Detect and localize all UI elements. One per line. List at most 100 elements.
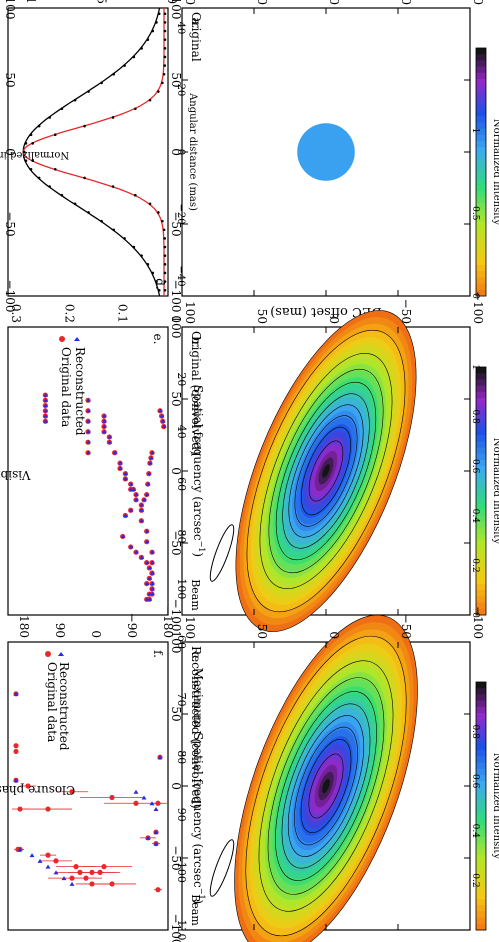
phase-original-point <box>133 800 139 806</box>
phase-original-point <box>155 887 161 893</box>
vis-reconstructed-point <box>118 466 123 470</box>
d-x-tick-top: −50 <box>3 211 17 236</box>
vis-reconstructed-point <box>123 471 129 476</box>
colorbar-cell <box>476 571 486 579</box>
ra-tick-label: 50 <box>169 391 183 406</box>
profile-point <box>163 245 167 249</box>
phase-original-point <box>45 806 51 812</box>
profile-point <box>37 124 41 128</box>
colorbar-cell <box>476 608 486 616</box>
vis-reconstructed-point <box>118 461 123 465</box>
phase-original-point <box>13 748 19 755</box>
colorbar-tick: 0.2 <box>470 558 480 572</box>
profile-point <box>22 150 26 154</box>
vis-reconstructed-point <box>144 581 150 586</box>
colorbar-tick: 0.6 <box>470 459 480 474</box>
colorbar-cell <box>476 768 486 776</box>
colorbar-cell <box>476 565 486 573</box>
profile-point <box>132 245 136 249</box>
dec-tick-label: 100 <box>183 616 197 639</box>
colorbar-cell <box>476 258 486 266</box>
profile-point <box>162 228 166 232</box>
vis-reconstructed-point <box>107 440 113 444</box>
contour-line <box>301 426 351 516</box>
phase-reconstructed-point <box>153 830 159 835</box>
panel-letter: d. <box>153 278 167 290</box>
panel-d: 10.50100500−50−10040200−20−40Normalized … <box>0 0 198 312</box>
contour-line <box>300 739 352 833</box>
colorbar-cell <box>476 184 486 192</box>
panel-title: Reconstructed (convolved) <box>189 646 203 809</box>
f-x-label-end: ) <box>191 900 205 905</box>
colorbar-cell <box>476 917 486 925</box>
f-x-tick: 110 <box>175 920 188 941</box>
phase-original-point <box>97 869 103 876</box>
vis-reconstructed-point <box>150 581 155 586</box>
profile-point <box>157 12 161 16</box>
colorbar-cell <box>476 781 486 788</box>
dec-tick-label: −50 <box>399 299 413 324</box>
contour-line <box>268 368 384 574</box>
profile-point <box>163 280 167 283</box>
profile-point <box>163 38 167 41</box>
colorbar-cell <box>476 116 486 123</box>
ra-tick-label: 0 <box>169 782 183 790</box>
profile-point <box>60 107 64 111</box>
colorbar-cell <box>476 460 486 467</box>
profile-point <box>146 38 150 41</box>
phase-original-point <box>109 794 115 801</box>
colorbar-cell <box>476 750 486 757</box>
colorbar-tick: 0 <box>470 612 480 618</box>
contour-line <box>235 310 417 632</box>
ra-tick-label: 50 <box>169 706 183 721</box>
vis-reconstructed-point <box>102 414 107 418</box>
colorbar-cell <box>476 165 486 173</box>
colorbar-cell <box>476 203 486 210</box>
colorbar-cell <box>476 234 486 241</box>
phase-original-point <box>109 881 115 887</box>
vis-reconstructed-point <box>158 408 163 413</box>
vis-reconstructed-point <box>43 403 49 408</box>
d-y-tick: 0 <box>165 0 179 4</box>
panel-title: Original <box>189 12 203 62</box>
phase-original-point <box>25 783 31 789</box>
profile-point <box>148 202 152 206</box>
colorbar-cell <box>476 515 486 523</box>
profile-point <box>73 98 77 102</box>
contour-line <box>288 404 364 538</box>
colorbar-cell <box>476 246 486 254</box>
dec-tick-label: −100 <box>471 291 485 324</box>
colorbar-cell <box>476 190 486 198</box>
vis-reconstructed-point <box>150 560 155 565</box>
colorbar-cell <box>476 472 486 480</box>
d-x-tick-bottom: −40 <box>175 265 186 286</box>
phase-reconstructed-point <box>149 801 155 806</box>
vis-reconstructed-point <box>150 571 155 575</box>
colorbar-cell <box>476 215 486 223</box>
colorbar-cell <box>476 509 486 517</box>
colorbar-cell <box>476 159 486 167</box>
colorbar-cell <box>476 79 486 86</box>
colorbar-label: Normalized intensity <box>491 119 499 226</box>
profile-point <box>151 29 155 33</box>
phase-reconstructed-point <box>153 841 159 846</box>
colorbar-cell <box>476 744 486 751</box>
vis-reconstructed-point <box>43 419 49 423</box>
profile-point <box>134 107 137 111</box>
ra-tick-label: −50 <box>169 530 183 555</box>
profile-point <box>31 159 35 162</box>
colorbar-cell <box>476 855 486 863</box>
contour-line <box>294 415 358 527</box>
colorbar-cell <box>476 128 486 136</box>
ra-tick-label: 0 <box>169 148 183 156</box>
colorbar-cell <box>476 868 486 875</box>
vis-reconstructed-point <box>159 414 165 418</box>
colorbar-frame <box>475 681 487 931</box>
vis-reconstructed-point <box>150 450 155 455</box>
ra-tick-label: 0 <box>169 467 183 475</box>
vis-reconstructed-point <box>128 544 134 549</box>
d-x-tick-top: 0 <box>3 148 17 156</box>
colorbar-cell <box>476 497 486 504</box>
f-y-tick: 180 <box>17 615 31 638</box>
colorbar-cell <box>476 97 486 105</box>
